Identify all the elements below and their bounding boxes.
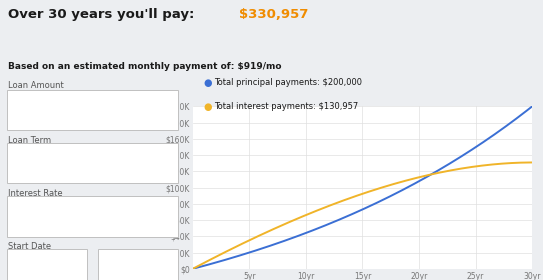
Text: $ 200,000: $ 200,000 xyxy=(14,98,60,107)
Text: Over 30 years you'll pay:: Over 30 years you'll pay: xyxy=(8,8,199,21)
Text: Mar: Mar xyxy=(14,260,31,269)
Text: Interest Rate: Interest Rate xyxy=(8,189,63,198)
Text: 30 year fixed: 30 year fixed xyxy=(14,152,74,161)
Text: $330,957: $330,957 xyxy=(239,8,308,21)
Text: Loan Term: Loan Term xyxy=(8,136,51,145)
Text: Based on an estimated monthly payment of: $919/mo: Based on an estimated monthly payment of… xyxy=(8,62,282,71)
Text: ●: ● xyxy=(204,78,212,88)
Text: ●: ● xyxy=(204,102,212,112)
Text: 3.689: 3.689 xyxy=(14,206,40,214)
Text: Total principal payments: $200,000: Total principal payments: $200,000 xyxy=(214,78,363,87)
Text: 2015: 2015 xyxy=(105,260,128,269)
Text: ▾: ▾ xyxy=(171,260,175,269)
Text: %: % xyxy=(166,206,175,214)
Text: ▾: ▾ xyxy=(76,260,80,269)
Text: ▾: ▾ xyxy=(171,152,175,161)
Text: Start Date: Start Date xyxy=(8,242,51,251)
Text: Total interest payments: $130,957: Total interest payments: $130,957 xyxy=(214,102,359,111)
Text: Loan Amount: Loan Amount xyxy=(8,81,64,90)
